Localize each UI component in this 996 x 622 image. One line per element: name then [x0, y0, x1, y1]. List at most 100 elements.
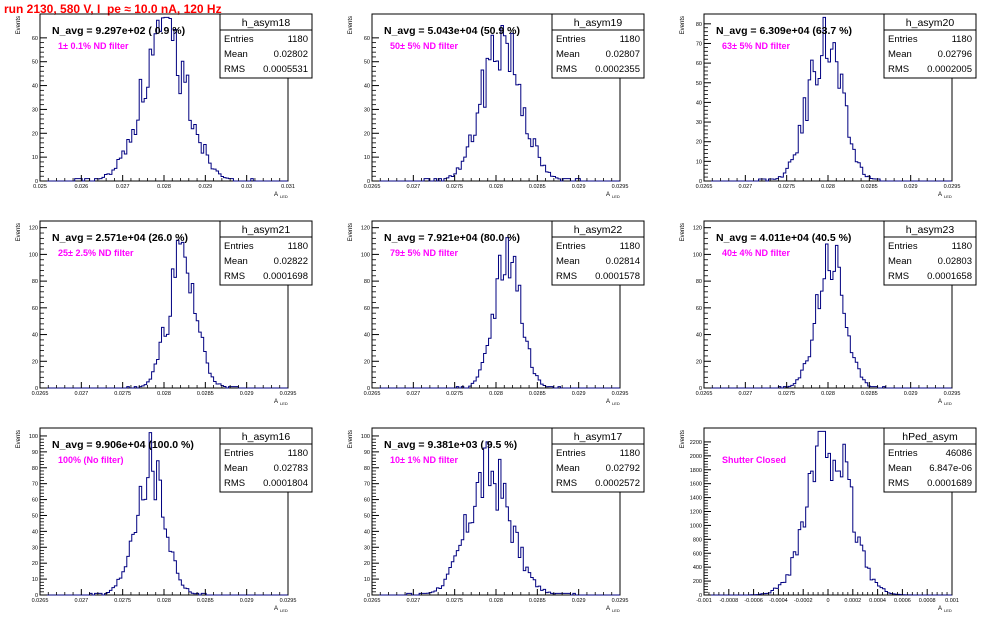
- filter-label: 50± 5% ND filter: [390, 41, 458, 51]
- y-tick-label: 0: [367, 179, 370, 185]
- x-tick-label: 0.0285: [861, 391, 878, 397]
- y-tick-label: 1400: [690, 496, 702, 502]
- y-tick-label: 0: [35, 386, 38, 392]
- x-tick-label: 0.0265: [696, 391, 713, 397]
- stats-label: Mean: [556, 256, 580, 267]
- y-tick-label: 40: [32, 333, 38, 339]
- x-tick-label: 0.028: [821, 391, 835, 397]
- histogram-pad-h_asym17: 0.0265 0.027 0.0275 0.028 0.0285 0.029 0.0295 0…: [348, 427, 645, 613]
- x-tick-label: 0.027: [738, 184, 752, 190]
- y-tick-label: 40: [364, 84, 370, 90]
- x-axis-label: A: [606, 192, 610, 198]
- x-tick-label: 0.0265: [364, 391, 381, 397]
- stats-label: RMS: [888, 64, 909, 75]
- x-tick-label: 0.0295: [944, 391, 961, 397]
- y-tick-label: 20: [364, 131, 370, 137]
- x-axis-label-subscript: LED: [944, 194, 952, 199]
- stats-value: 0.02822: [274, 256, 308, 267]
- x-axis-label-subscript: LED: [612, 608, 620, 613]
- y-tick-label: 40: [32, 529, 38, 535]
- filter-label: 100% (No filter): [58, 455, 124, 465]
- x-tick-label: 0.0285: [197, 391, 214, 397]
- n-avg-label: N_avg = 2.571e+04 (26.0 %): [52, 232, 188, 244]
- n-avg-label: N_avg = 9.381e+03 ( 9.5 %): [384, 439, 517, 451]
- y-axis-label: Events: [348, 16, 354, 34]
- histogram-pad-h_asym23: 0.0265 0.027 0.0275 0.028 0.0285 0.029 0.0295 0…: [680, 220, 977, 406]
- stats-value: 0.0001658: [927, 271, 972, 282]
- y-axis-label: Events: [16, 16, 22, 34]
- y-tick-label: 80: [364, 466, 370, 472]
- x-tick-label: 0.0006: [894, 598, 911, 604]
- stats-label: Entries: [556, 34, 586, 45]
- y-tick-label: 2200: [690, 440, 702, 446]
- y-tick-label: 50: [696, 81, 702, 87]
- stats-box: [883, 220, 977, 286]
- x-tick-label: 0.027: [406, 184, 420, 190]
- y-tick-label: 40: [364, 333, 370, 339]
- stats-value: 6.847e-06: [929, 463, 972, 474]
- stats-value: 1180: [620, 241, 640, 252]
- x-axis-label: A: [274, 192, 278, 198]
- y-tick-label: 0: [367, 386, 370, 392]
- stats-value: 0.0001804: [263, 478, 308, 489]
- y-tick-label: 0: [699, 179, 702, 185]
- stats-value: 0.02807: [606, 49, 640, 60]
- stats-label: Entries: [556, 448, 586, 459]
- x-tick-label: 0.028: [157, 184, 171, 190]
- filter-label: 25± 2.5% ND filter: [58, 248, 134, 258]
- x-tick-label: 0.028: [157, 391, 171, 397]
- y-tick-label: 800: [693, 537, 702, 543]
- x-tick-label: 0.027: [74, 598, 88, 604]
- x-axis-label: A: [938, 606, 942, 612]
- stats-label: RMS: [224, 271, 245, 282]
- y-tick-label: 30: [696, 120, 702, 126]
- hist-name: h_asym20: [906, 17, 955, 29]
- stats-label: Mean: [224, 256, 248, 267]
- x-tick-label: 0.0275: [446, 184, 463, 190]
- stats-value: 0.0001578: [595, 271, 640, 282]
- stats-label: Entries: [224, 34, 254, 45]
- stats-box: [551, 13, 645, 79]
- stats-value: 46086: [946, 448, 972, 459]
- x-tick-label: 0.0295: [280, 598, 297, 604]
- y-tick-label: 0: [35, 179, 38, 185]
- x-tick-label: 0.027: [406, 598, 420, 604]
- stats-label: Entries: [556, 241, 586, 252]
- x-tick-label: 0.029: [904, 184, 918, 190]
- y-tick-label: 120: [29, 226, 38, 232]
- y-tick-label: 200: [693, 579, 702, 585]
- x-tick-label: 0.027: [738, 391, 752, 397]
- stats-label: Mean: [888, 463, 912, 474]
- x-tick-label: -0.001: [696, 598, 712, 604]
- y-tick-label: 40: [364, 529, 370, 535]
- x-tick-label: 0.0265: [364, 184, 381, 190]
- x-tick-label: 0.029: [572, 184, 586, 190]
- stats-value: 0.0001689: [927, 478, 972, 489]
- x-tick-label: 0.028: [157, 598, 171, 604]
- y-tick-label: 20: [696, 140, 702, 146]
- stats-value: 0.02803: [938, 256, 972, 267]
- x-tick-label: 0.0275: [114, 391, 131, 397]
- histogram-line: [372, 24, 620, 182]
- y-axis-label: Events: [16, 430, 22, 448]
- stats-box: [883, 427, 977, 493]
- y-axis-label: Events: [16, 223, 22, 241]
- stats-value: 0.02783: [274, 463, 308, 474]
- stats-value: 0.0002572: [595, 478, 640, 489]
- stats-label: Entries: [224, 448, 254, 459]
- y-tick-label: 10: [364, 577, 370, 583]
- x-tick-label: 0.0295: [944, 184, 961, 190]
- x-tick-label: 0.029: [198, 184, 212, 190]
- stats-label: Mean: [556, 463, 580, 474]
- y-tick-label: 20: [696, 359, 702, 365]
- x-axis-label-subscript: LED: [944, 401, 952, 406]
- x-tick-label: 0.0004: [869, 598, 886, 604]
- x-tick-label: 0.0265: [696, 184, 713, 190]
- x-tick-label: 0.0295: [612, 184, 629, 190]
- y-tick-label: 30: [32, 107, 38, 113]
- x-tick-label: 0.0275: [446, 598, 463, 604]
- x-tick-label: 0.001: [945, 598, 959, 604]
- stats-box: [219, 13, 313, 79]
- stats-value: 0.0005531: [263, 64, 308, 75]
- y-tick-label: 0: [35, 593, 38, 599]
